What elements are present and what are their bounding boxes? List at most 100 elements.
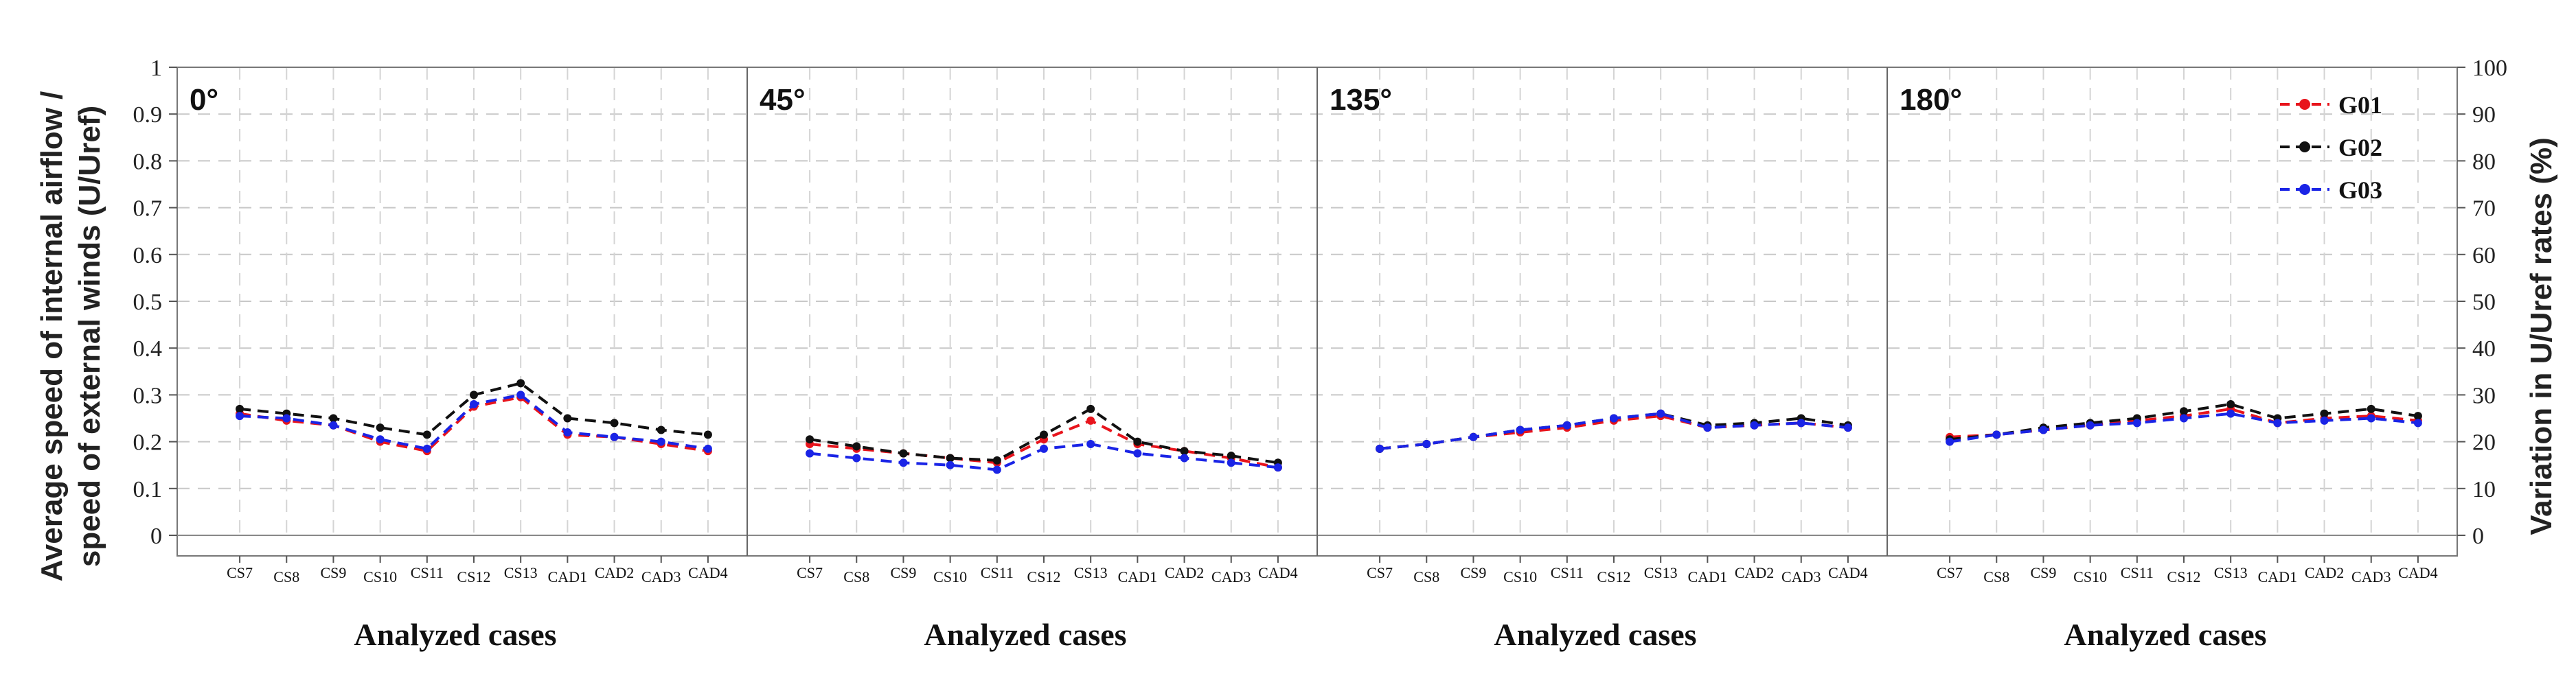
x-category-label: CS11 bbox=[2121, 564, 2154, 581]
chart-frame bbox=[176, 67, 2458, 557]
data-point-g02 bbox=[657, 426, 665, 434]
panel-angle-label: 135° bbox=[1330, 83, 1392, 117]
data-point-g03 bbox=[1797, 419, 1805, 428]
x-category-label: CAD2 bbox=[1165, 564, 1204, 581]
left-tick-label: 0.3 bbox=[133, 383, 163, 408]
x-category-label: CAD3 bbox=[641, 568, 681, 585]
data-point-g02 bbox=[852, 442, 861, 451]
x-category-label: CS13 bbox=[1644, 564, 1678, 581]
x-category-label: CAD1 bbox=[1118, 568, 1157, 585]
data-point-g02 bbox=[1180, 447, 1189, 456]
x-category-label: CS7 bbox=[1937, 564, 1963, 581]
right-tick-label: 80 bbox=[2472, 149, 2496, 174]
data-point-g03 bbox=[1180, 454, 1189, 463]
left-tick-label: 0 bbox=[150, 524, 162, 549]
x-category-label: CAD1 bbox=[2258, 568, 2297, 585]
left-tick-label: 0.2 bbox=[133, 430, 163, 456]
data-point-g03 bbox=[2039, 426, 2048, 434]
right-tick-label: 100 bbox=[2472, 56, 2507, 81]
data-point-g03 bbox=[1610, 414, 1618, 423]
x-category-label: CAD3 bbox=[1211, 568, 1251, 585]
x-category-label: CAD2 bbox=[2305, 564, 2344, 581]
data-point-g02 bbox=[2413, 412, 2422, 421]
data-point-g03 bbox=[1750, 421, 1759, 430]
legend-label-g03: G03 bbox=[2338, 176, 2382, 204]
data-point-g03 bbox=[1992, 430, 2001, 439]
x-category-label: CS9 bbox=[890, 564, 916, 581]
data-point-g03 bbox=[1376, 444, 1384, 453]
left-tick-label: 0.7 bbox=[133, 196, 163, 222]
x-category-label: CAD4 bbox=[1258, 564, 1297, 581]
x-category-label: CAD4 bbox=[688, 564, 727, 581]
data-point-g03 bbox=[1843, 423, 1852, 432]
data-point-g03 bbox=[1086, 440, 1095, 449]
data-point-g03 bbox=[1422, 440, 1431, 449]
panel-angle-label: 45° bbox=[760, 83, 806, 117]
data-point-g02 bbox=[516, 379, 525, 388]
data-point-g03 bbox=[852, 454, 861, 463]
x-category-label: CAD2 bbox=[1735, 564, 1774, 581]
x-category-label: CS8 bbox=[1413, 568, 1439, 585]
data-point-g03 bbox=[470, 400, 478, 409]
right-tick-label: 40 bbox=[2472, 336, 2496, 362]
data-point-g03 bbox=[236, 412, 244, 421]
right-tick-label: 60 bbox=[2472, 243, 2496, 268]
x-category-label: CS8 bbox=[843, 568, 869, 585]
data-point-g03 bbox=[1656, 409, 1665, 418]
data-point-g03 bbox=[2273, 419, 2282, 428]
x-category-label: CAD1 bbox=[1688, 568, 1727, 585]
right-axis-title: Variation in U/Uref rates (%) bbox=[2524, 137, 2558, 535]
x-category-label: CS10 bbox=[2073, 568, 2107, 585]
x-axis-title: Analyzed cases bbox=[2064, 617, 2266, 652]
data-point-g03 bbox=[376, 435, 385, 444]
legend-marker-g03 bbox=[2299, 184, 2310, 195]
data-point-g03 bbox=[703, 444, 712, 453]
data-point-g03 bbox=[2226, 409, 2235, 418]
data-point-g03 bbox=[806, 449, 814, 458]
data-point-g02 bbox=[806, 435, 814, 444]
data-point-g03 bbox=[610, 432, 619, 441]
x-category-label: CS9 bbox=[1460, 564, 1486, 581]
data-point-g02 bbox=[2180, 407, 2188, 416]
left-tick-label: 0.1 bbox=[133, 477, 163, 502]
left-tick-label: 1 bbox=[150, 56, 162, 81]
x-category-label: CS12 bbox=[2167, 568, 2201, 585]
legend-label-g02: G02 bbox=[2338, 134, 2382, 161]
x-category-label: CS11 bbox=[1551, 564, 1584, 581]
left-tick-label: 0.6 bbox=[133, 243, 163, 268]
data-point-g02 bbox=[236, 404, 244, 413]
right-tick-label: 70 bbox=[2472, 196, 2496, 222]
data-point-g02 bbox=[2320, 409, 2329, 418]
x-category-label: CAD2 bbox=[595, 564, 634, 581]
data-point-g03 bbox=[1273, 463, 1282, 472]
data-point-g03 bbox=[1516, 426, 1525, 434]
left-tick-label: 0.8 bbox=[133, 149, 163, 174]
right-tick-label: 50 bbox=[2472, 290, 2496, 315]
panel-angle-label: 0° bbox=[190, 83, 218, 117]
data-point-g03 bbox=[2086, 421, 2095, 430]
data-point-g03 bbox=[992, 465, 1001, 474]
right-tick-label: 10 bbox=[2472, 477, 2496, 502]
data-point-g03 bbox=[516, 391, 525, 399]
data-point-g02 bbox=[2367, 404, 2375, 413]
data-point-g02 bbox=[703, 430, 712, 439]
data-point-g01 bbox=[1086, 416, 1095, 425]
data-point-g02 bbox=[610, 419, 619, 428]
data-point-g03 bbox=[2413, 419, 2422, 428]
x-category-label: CS8 bbox=[1983, 568, 2009, 585]
legend-marker-g02 bbox=[2299, 141, 2310, 152]
left-tick-label: 0.4 bbox=[133, 336, 163, 362]
data-point-g03 bbox=[1946, 437, 1954, 446]
data-point-g03 bbox=[1133, 449, 1142, 458]
data-point-g02 bbox=[329, 414, 338, 423]
x-axis-title: Analyzed cases bbox=[1494, 617, 1696, 652]
data-point-g03 bbox=[2132, 419, 2141, 428]
data-point-g03 bbox=[2320, 416, 2329, 425]
x-category-label: CS9 bbox=[320, 564, 346, 581]
data-point-g02 bbox=[1086, 404, 1095, 413]
data-point-g03 bbox=[563, 428, 572, 436]
data-point-g02 bbox=[992, 456, 1001, 465]
data-point-g02 bbox=[376, 423, 385, 432]
data-point-g03 bbox=[282, 414, 291, 423]
x-category-label: CS11 bbox=[981, 564, 1014, 581]
